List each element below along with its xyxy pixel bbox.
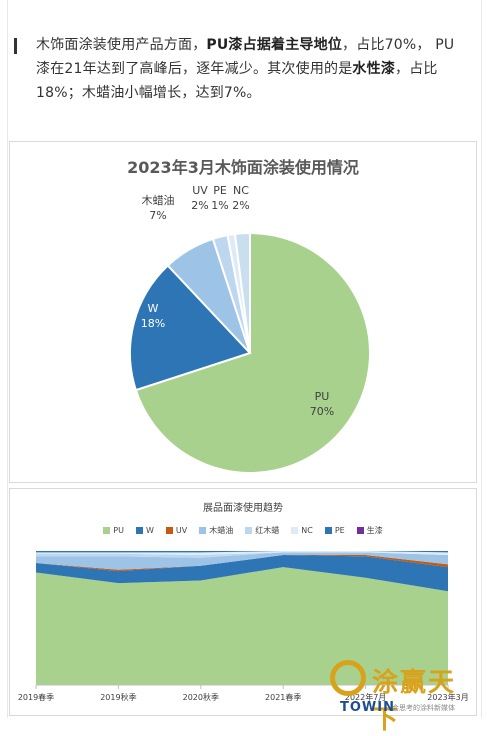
watermark-q-logo-icon xyxy=(330,660,366,696)
pie-slice-name-label: PU xyxy=(315,390,330,403)
legend-item: 木蜡油 xyxy=(199,525,233,536)
x-axis-tick-label: 2023年3月 xyxy=(427,692,468,702)
pie-slice-value-label: 2% xyxy=(232,199,249,212)
legend-swatch xyxy=(356,527,364,534)
legend-item: NC xyxy=(291,525,313,536)
pie-slice-1 xyxy=(129,264,252,392)
article-text: ，占比18%；木蜡油小幅增长，达到7%。 xyxy=(36,61,438,101)
legend-label: 生漆 xyxy=(366,526,383,535)
legend-swatch xyxy=(291,527,299,534)
area-series-4 xyxy=(36,552,448,558)
legend-item: 生漆 xyxy=(356,525,383,536)
pie-chart: PU 70% W 18% 木蜡油 7% UV 2% PE 1% NC 2% xyxy=(129,184,371,474)
legend-label: W xyxy=(145,526,154,535)
pie-slice-value-label: 18% xyxy=(141,317,165,330)
legend-swatch xyxy=(135,527,143,534)
pie-slice-value-label: 70% xyxy=(310,405,334,418)
x-axis-tick-label: 2022年7月 xyxy=(345,692,386,702)
pie-slice-0 xyxy=(134,231,371,474)
article-text: ，占比70%， PU漆在21年达到了高峰后，逐年减少。其次使用的是 xyxy=(36,37,455,77)
pie-slice-name-label: 木蜡油 xyxy=(142,193,175,207)
area-chart-legend: PU W UV 木蜡油 红木蜡 NC PE 生漆 xyxy=(10,525,476,536)
area-series-0 xyxy=(36,567,448,685)
pie-slice-name-label: PE xyxy=(213,184,227,197)
area-chart-title: 展品面漆使用趋势 xyxy=(203,503,283,514)
pie-slice-value-label: 2% xyxy=(191,199,208,212)
watermark-chinese-text: 涂赢天下 xyxy=(372,668,457,735)
x-axis-tick-label: 2019秋季 xyxy=(100,692,136,702)
legend-label: 木蜡油 xyxy=(209,526,234,535)
area-series-5 xyxy=(36,551,448,556)
pie-slice-name-label: NC xyxy=(233,184,249,197)
pie-slice-5 xyxy=(233,231,251,354)
legend-item: 红木蜡 xyxy=(245,525,279,536)
x-axis-tick-label: 2021春季 xyxy=(265,692,301,702)
legend-label: 红木蜡 xyxy=(255,526,280,535)
legend-item: PU xyxy=(103,525,124,536)
pie-slice-value-label: 1% xyxy=(211,199,228,212)
legend-item: W xyxy=(135,525,154,536)
legend-swatch xyxy=(199,527,207,534)
legend-item: PE xyxy=(324,525,345,536)
towin-watermark: 涂赢天下 TOWIN 会思考的涂料新媒体 xyxy=(330,660,480,735)
page-frame xyxy=(7,0,482,718)
pie-slice-value-label: 7% xyxy=(149,209,166,222)
watermark-brand: TOWIN xyxy=(340,700,395,715)
article-paragraph-block: 木饰面涂装使用产品方面，PU漆占据着主导地位，占比70%， PU漆在21年达到了… xyxy=(14,33,466,105)
legend-label: UV xyxy=(175,526,188,535)
legend-swatch xyxy=(324,527,332,534)
pie-slice-name-label: UV xyxy=(192,184,208,197)
article-paragraph: 木饰面涂装使用产品方面，PU漆占据着主导地位，占比70%， PU漆在21年达到了… xyxy=(36,33,466,105)
area-chart-card: 展品面漆使用趋势 PU W UV 木蜡油 红木蜡 NC PE 生漆 2019春季 2019秋季 2… xyxy=(9,488,477,716)
quote-bar xyxy=(14,38,17,54)
legend-label: PE xyxy=(334,526,345,535)
article-highlight: PU漆占据着主导地位 xyxy=(206,37,343,53)
legend-swatch xyxy=(103,527,111,534)
pie-chart-title: 2023年3月木饰面涂装使用情况 xyxy=(127,158,359,177)
article-highlight: 水性漆 xyxy=(352,61,396,77)
legend-label: NC xyxy=(301,526,313,535)
article-text: 木饰面涂装使用产品方面， xyxy=(36,37,207,53)
legend-swatch xyxy=(245,527,253,534)
area-chart: 2019春季 2019秋季 2020秋季 2021春季 2022年7月 2023年3月 xyxy=(18,551,469,702)
x-axis-tick-label: 2020秋季 xyxy=(183,692,219,702)
x-axis-tick-label: 2019春季 xyxy=(18,692,54,702)
pie-slice-name-label: W xyxy=(148,302,159,315)
area-series-6 xyxy=(36,551,448,553)
area-series-3 xyxy=(36,552,448,570)
legend-swatch xyxy=(165,527,173,534)
area-series-1 xyxy=(36,555,448,592)
watermark-slogan: 会思考的涂料新媒体 xyxy=(392,704,455,712)
legend-label: PU xyxy=(113,526,124,535)
pie-chart-card: 2023年3月木饰面涂装使用情况 PU 70% W 18% 木蜡油 7% UV 2% PE 1% N… xyxy=(9,141,477,483)
legend-item: UV xyxy=(165,525,188,536)
